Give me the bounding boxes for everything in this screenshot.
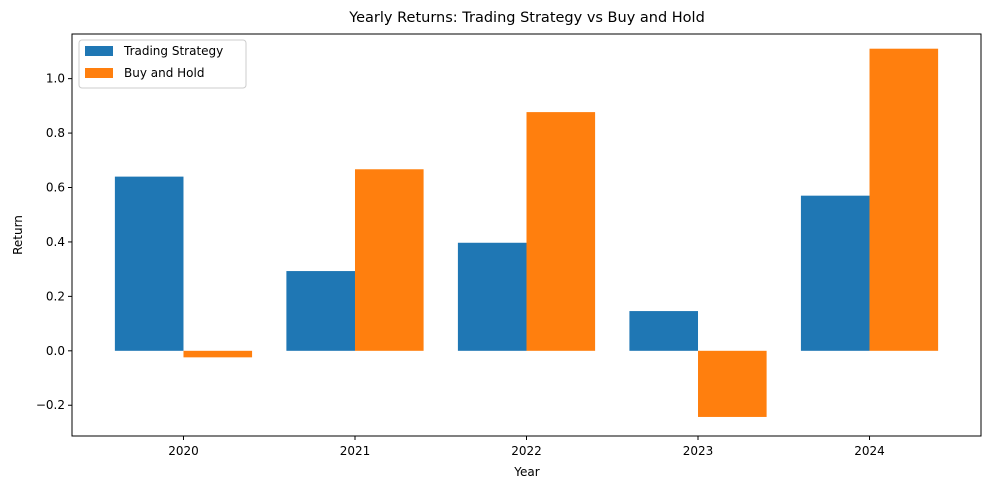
y-tick-label: 0.8 bbox=[46, 126, 65, 140]
plot-area: −0.20.00.20.40.60.81.0 2020 2021 2022 2023 2… bbox=[36, 33, 982, 458]
bar-trading-strategy-2020 bbox=[114, 176, 184, 351]
x-tick-label: 2023 bbox=[683, 444, 714, 458]
bars bbox=[114, 48, 939, 417]
legend: Trading Strategy Buy and Hold bbox=[78, 39, 247, 89]
x-tick-label: 2022 bbox=[511, 444, 542, 458]
legend-swatch-trading-strategy bbox=[85, 46, 113, 56]
x-tick-label: 2021 bbox=[340, 444, 371, 458]
bar-buy-and-hold-2024 bbox=[869, 48, 939, 351]
x-axis: 2020 2021 2022 2023 2024 bbox=[168, 436, 885, 458]
bar-trading-strategy-2024 bbox=[800, 195, 870, 351]
bar-trading-strategy-2021 bbox=[286, 271, 355, 351]
y-tick-label: 1.0 bbox=[46, 72, 65, 86]
legend-label: Buy and Hold bbox=[124, 66, 204, 80]
y-tick-label: 0.2 bbox=[46, 289, 65, 303]
y-tick-label: 0.4 bbox=[46, 235, 65, 249]
x-tick-label: 2024 bbox=[854, 444, 885, 458]
legend-label: Trading Strategy bbox=[123, 44, 223, 58]
bar-trading-strategy-2023 bbox=[629, 311, 699, 351]
y-tick-label: −0.2 bbox=[36, 398, 65, 412]
y-axis: −0.2 0.0 0.2 0.4 0.6 0.8 1.0 bbox=[36, 72, 72, 412]
y-axis-label: Return bbox=[11, 215, 25, 255]
bar-buy-and-hold-2022 bbox=[526, 112, 596, 351]
legend-swatch-buy-and-hold bbox=[85, 68, 113, 78]
bar-buy-and-hold-2023 bbox=[698, 350, 767, 417]
y-tick-label: 0.0 bbox=[46, 344, 65, 358]
x-tick-label: 2020 bbox=[168, 444, 199, 458]
chart-title: Yearly Returns: Trading Strategy vs Buy … bbox=[348, 10, 705, 26]
bar-buy-and-hold-2021 bbox=[354, 169, 424, 351]
x-axis-label: Year bbox=[513, 465, 539, 479]
bar-buy-and-hold-2020 bbox=[183, 350, 253, 358]
legend-box bbox=[78, 39, 247, 89]
plot-frame bbox=[71, 33, 982, 437]
y-tick-label: 0.6 bbox=[46, 181, 65, 195]
bar-trading-strategy-2022 bbox=[457, 242, 527, 351]
